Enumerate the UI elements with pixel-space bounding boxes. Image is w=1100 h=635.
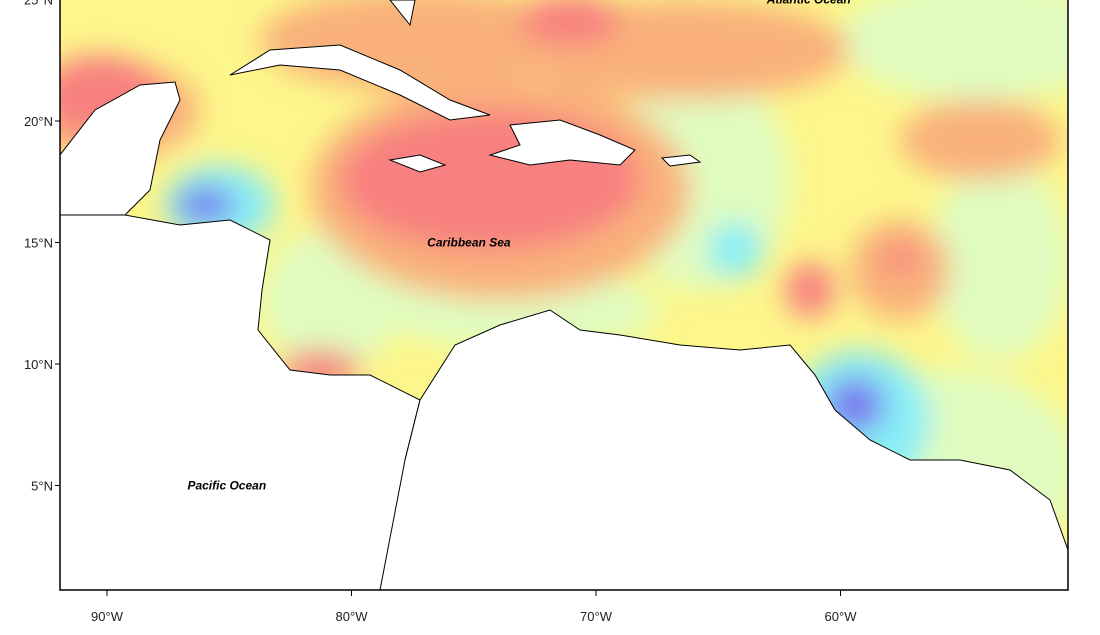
lat-tick-label: 5°N — [31, 479, 53, 494]
land-florida — [389, 0, 416, 27]
ocean-label: Caribbean Sea — [427, 236, 511, 250]
land-jamaica — [388, 154, 447, 173]
ocean-label: Atlantic Ocean — [766, 0, 851, 7]
lat-tick-label: 10°N — [24, 357, 53, 372]
land-hispaniola — [488, 119, 636, 166]
lat-tick-label: 15°N — [24, 236, 53, 251]
lat-tick-label: 20°N — [24, 114, 53, 129]
land-south-america — [379, 309, 1068, 590]
lon-tick-label: 60°W — [825, 609, 858, 624]
lon-tick-label: 70°W — [580, 609, 613, 624]
lon-tick-label: 90°W — [91, 609, 124, 624]
frame — [59, 0, 1069, 591]
lon-tick-label: 80°W — [336, 609, 369, 624]
ocean-label: Pacific Ocean — [187, 479, 266, 493]
land-cuba — [229, 44, 491, 121]
field — [60, 0, 1068, 590]
lat-tick-label: 25°N — [24, 0, 53, 8]
land-puerto-rico — [660, 154, 702, 167]
